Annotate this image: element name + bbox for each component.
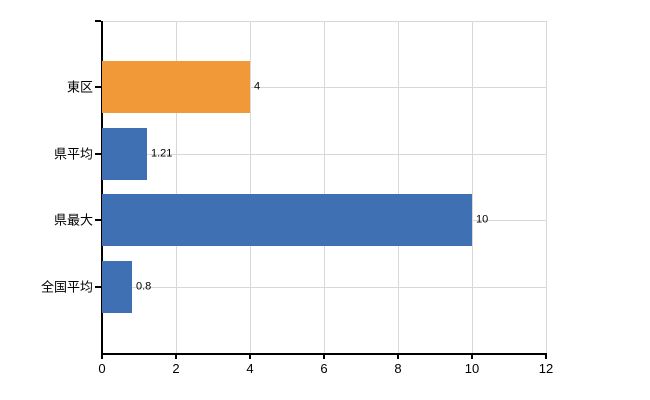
x-tick-label: 0 [98, 361, 106, 376]
y-axis-line [101, 21, 103, 359]
x-tick-label: 8 [394, 361, 402, 376]
y-gridline [102, 287, 546, 288]
category-label: 県最大 [53, 212, 93, 228]
x-gridline [250, 21, 251, 353]
bar-2 [102, 194, 472, 246]
x-axis-tick [175, 353, 177, 359]
category-label: 県平均 [53, 146, 93, 162]
category-label: 東区 [66, 79, 93, 95]
y-axis-tick [95, 86, 101, 88]
x-tick-label: 10 [464, 361, 480, 376]
x-axis-tick [471, 353, 473, 359]
x-tick-label: 2 [172, 361, 180, 376]
x-tick-label: 6 [320, 361, 328, 376]
category-label: 全国平均 [40, 279, 93, 295]
y-axis-tick [95, 153, 101, 155]
x-gridline [176, 21, 177, 353]
y-axis-tick [95, 20, 101, 22]
bar-value-label: 4 [254, 80, 261, 93]
bar-value-label: 1.21 [151, 147, 173, 160]
x-axis-line [101, 353, 546, 355]
bar-value-label: 10 [476, 213, 489, 226]
x-gridline [472, 21, 473, 353]
bar-3 [102, 261, 132, 313]
x-gridline [324, 21, 325, 353]
bar-0 [102, 61, 250, 113]
x-axis-tick [249, 353, 251, 359]
x-gridline [398, 21, 399, 353]
bar-1 [102, 128, 147, 180]
y-axis-tick [95, 219, 101, 221]
bar-value-label: 0.8 [136, 280, 152, 293]
y-gridline [102, 21, 546, 22]
y-axis-tick [95, 286, 101, 288]
x-axis-tick [323, 353, 325, 359]
x-axis-tick [545, 353, 547, 359]
x-gridline [546, 21, 547, 353]
y-gridline [102, 87, 546, 88]
y-gridline [102, 154, 546, 155]
x-tick-label: 4 [246, 361, 254, 376]
x-axis-tick [397, 353, 399, 359]
x-tick-label: 12 [538, 361, 554, 376]
